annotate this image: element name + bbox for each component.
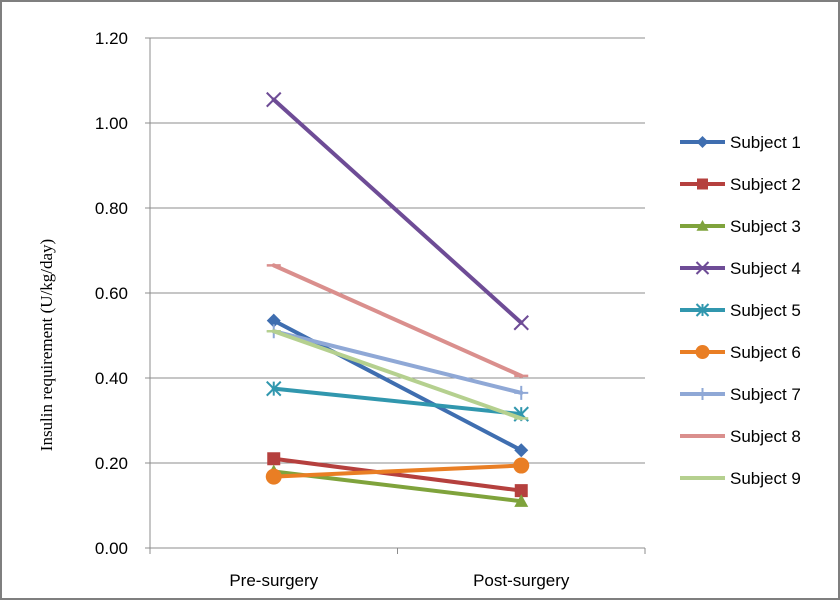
legend-item: Subject 2 <box>680 175 801 194</box>
series-line <box>271 456 524 493</box>
y-tick-label: 0.20 <box>95 454 128 473</box>
legend-label: Subject 4 <box>730 259 801 278</box>
y-tick-labels: 0.00 0.20 0.40 0.60 0.80 1.00 1.20 <box>95 29 128 558</box>
x-tick-label: Post-surgery <box>473 571 570 590</box>
y-tick-label: 1.20 <box>95 29 128 48</box>
legend-item: Subject 7 <box>680 385 801 404</box>
series-subject-2 <box>267 452 528 498</box>
legend-label: Subject 3 <box>730 217 801 236</box>
data-point-marker <box>267 452 281 466</box>
data-point-marker <box>266 380 282 397</box>
legend-label: Subject 6 <box>730 343 801 362</box>
y-tick-label: 0.80 <box>95 199 128 218</box>
y-tick-label: 0.60 <box>95 284 128 303</box>
series-subject-8 <box>266 263 529 378</box>
y-tick-label: 0.40 <box>95 369 128 388</box>
legend-item: Subject 6 <box>680 343 801 362</box>
data-point-marker <box>514 385 529 400</box>
data-point-marker <box>514 443 529 458</box>
legend-label: Subject 5 <box>730 301 801 320</box>
legend-item: Subject 9 <box>680 469 801 488</box>
series-line <box>271 386 524 417</box>
data-point-marker <box>514 484 528 498</box>
legend-item: Subject 3 <box>680 217 801 236</box>
series-line <box>271 329 524 395</box>
data-point-marker <box>513 315 529 331</box>
data-point-marker <box>695 303 710 317</box>
legend: Subject 1 Subject 2 Subject 3 Subject 4 Subj… <box>680 133 801 488</box>
data-point-marker <box>696 220 709 231</box>
data-point-marker <box>696 136 709 148</box>
series-line <box>271 329 524 421</box>
legend-label: Subject 2 <box>730 175 801 194</box>
legend-item: Subject 8 <box>680 427 801 446</box>
gridlines <box>150 37 645 464</box>
data-point-marker <box>514 494 529 507</box>
y-tick-label: 0.00 <box>95 539 128 558</box>
series-line <box>271 97 524 325</box>
legend-label: Subject 8 <box>730 427 801 446</box>
legend-item: Subject 4 <box>680 259 801 278</box>
data-point-marker <box>696 388 709 400</box>
series-subject-9 <box>266 329 529 421</box>
x-tick-label: Pre-surgery <box>229 571 318 590</box>
series-group <box>265 91 530 507</box>
y-axis-label: Insulin requirement (U/kg/day) <box>37 239 56 451</box>
series-line <box>271 263 524 378</box>
legend-label: Subject 1 <box>730 133 801 152</box>
legend-item: Subject 5 <box>680 301 801 320</box>
series-subject-6 <box>265 457 530 485</box>
data-point-marker <box>695 261 710 275</box>
legend-label: Subject 9 <box>730 469 801 488</box>
axes <box>145 37 646 554</box>
data-point-marker <box>697 178 708 190</box>
series-subject-4 <box>266 91 529 331</box>
y-tick-label: 1.00 <box>95 114 128 133</box>
data-point-marker <box>695 345 710 359</box>
data-point-marker <box>265 468 282 485</box>
data-point-marker <box>266 91 282 108</box>
x-tick-labels: Pre-surgery Post-surgery <box>229 571 570 590</box>
legend-item: Subject 1 <box>680 133 801 152</box>
data-point-marker <box>266 313 281 328</box>
series-line <box>271 463 524 479</box>
data-point-marker <box>513 457 530 474</box>
legend-label: Subject 7 <box>730 385 801 404</box>
